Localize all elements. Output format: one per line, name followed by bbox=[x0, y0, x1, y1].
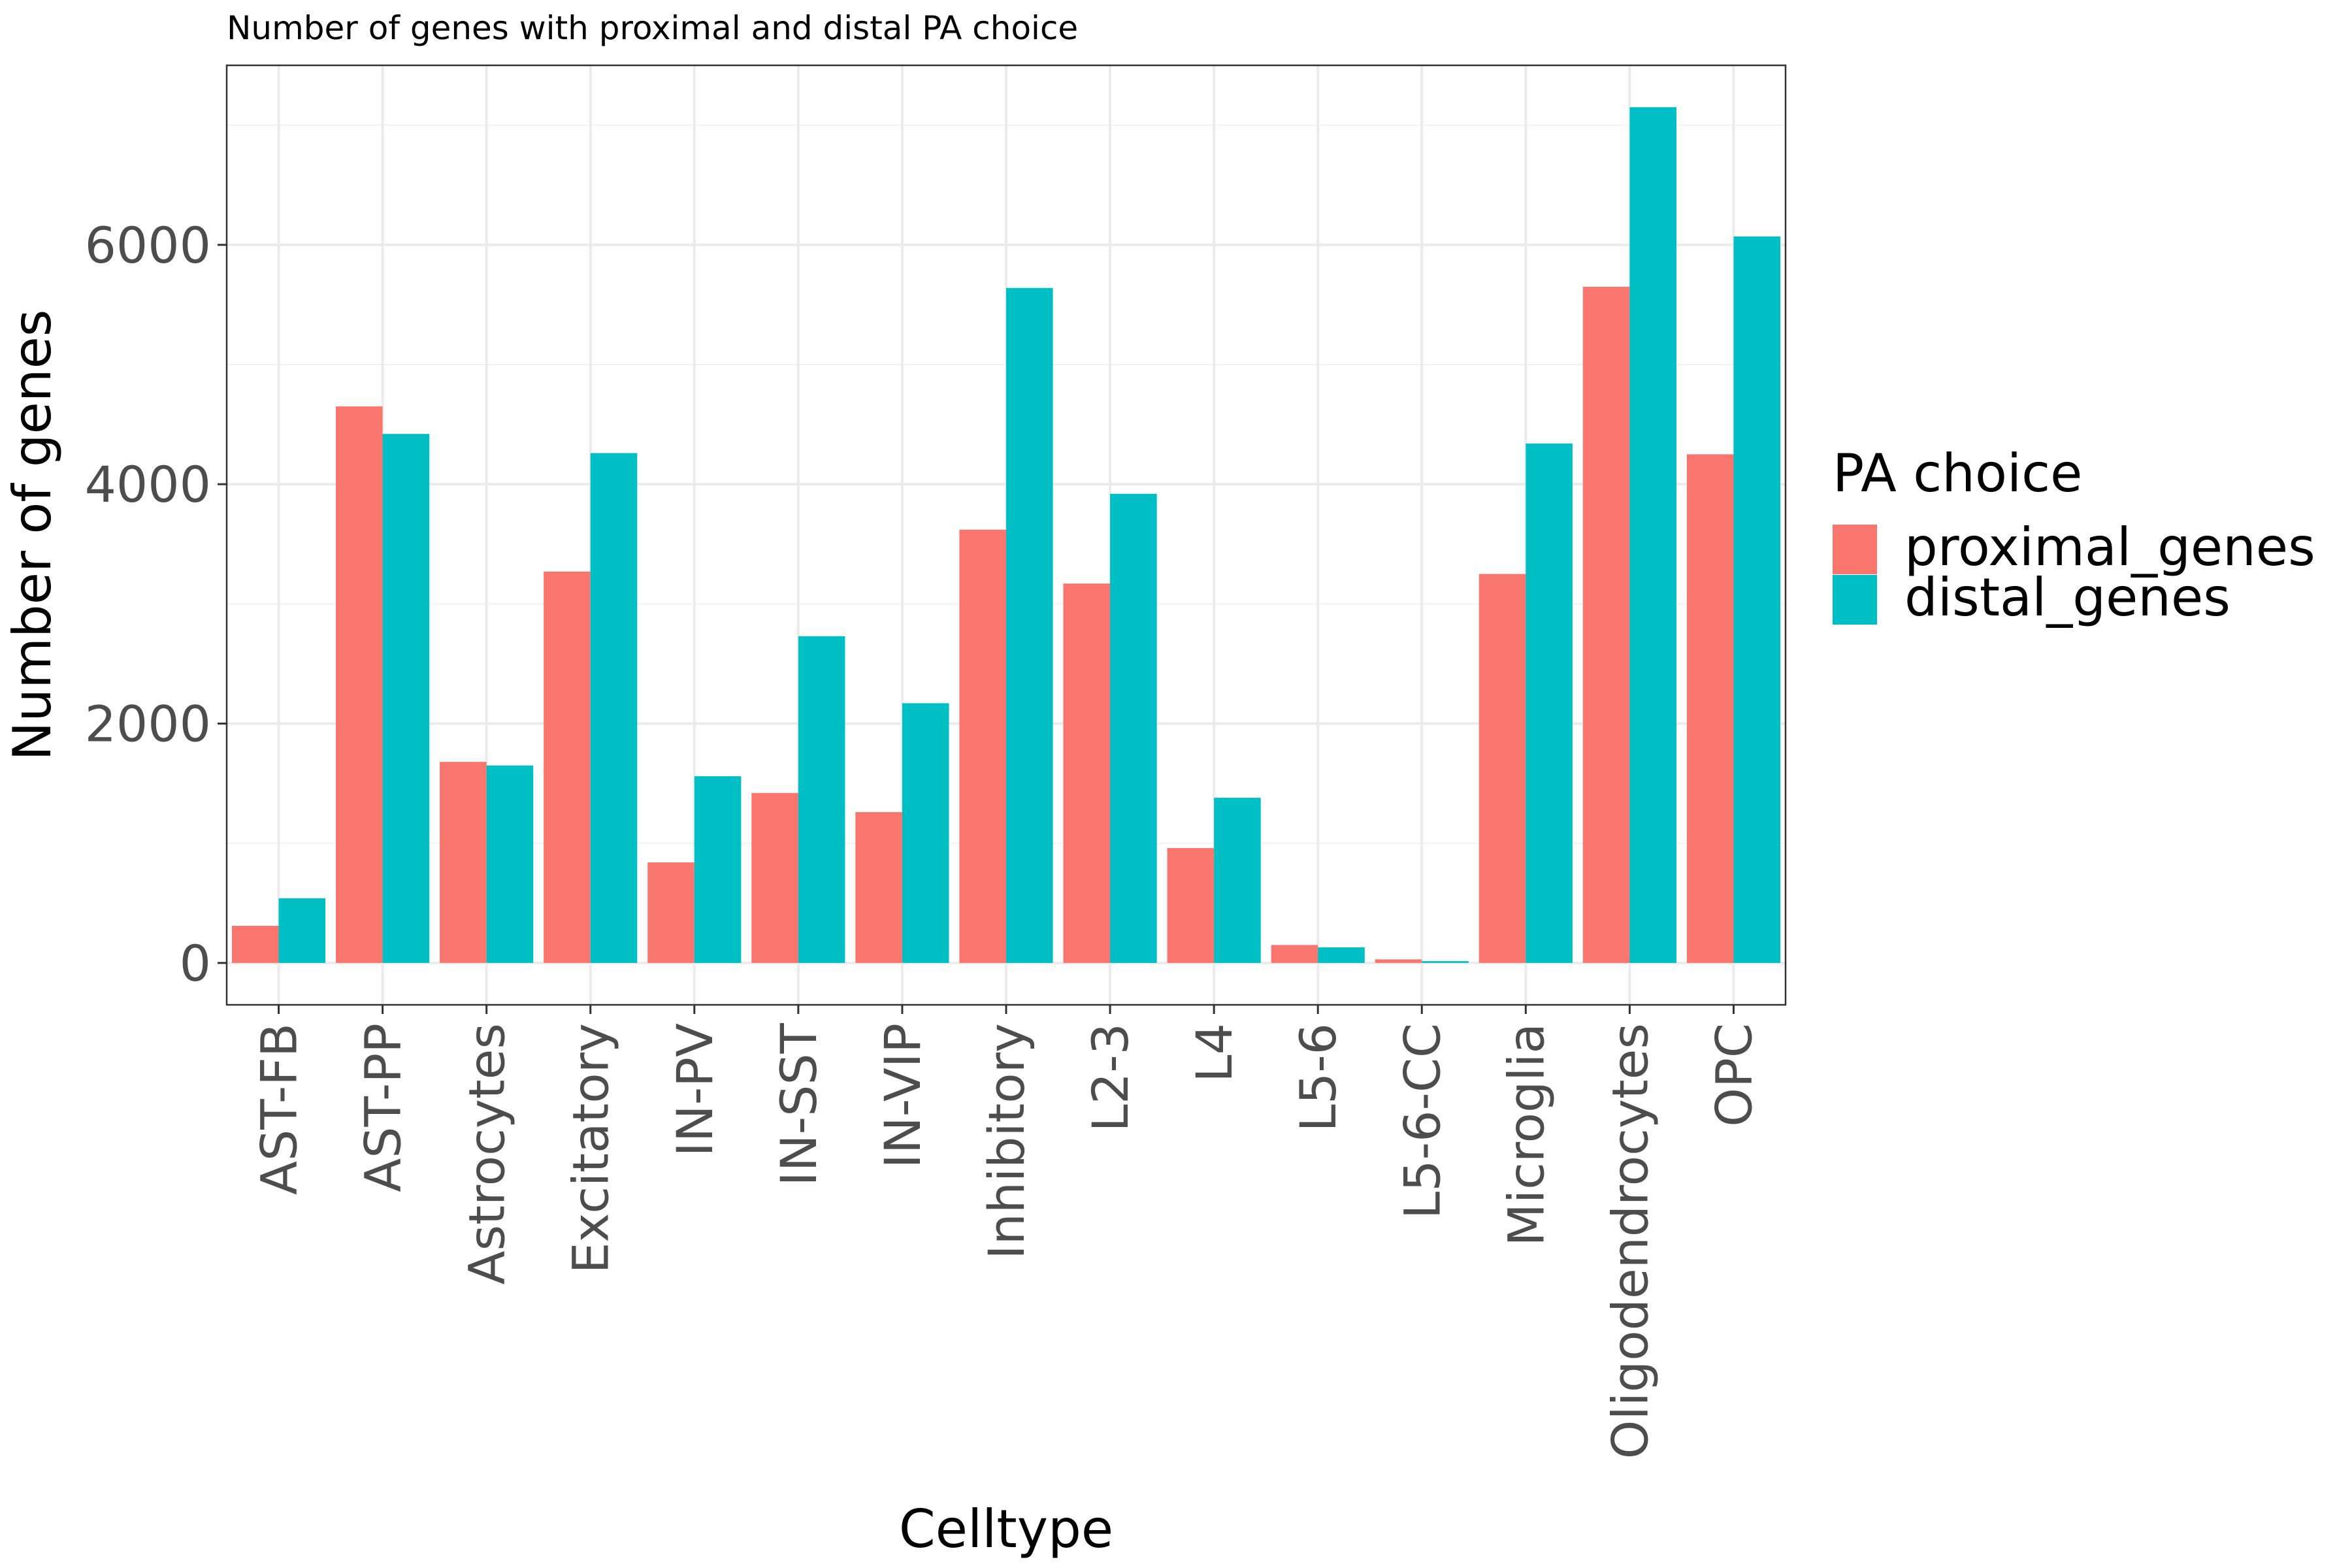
x-tick-label: IN-SST bbox=[770, 1022, 828, 1186]
y-axis-title: Number of genes bbox=[2, 310, 63, 761]
bar-distal_genes-Excitatory bbox=[590, 453, 638, 963]
bar-proximal_genes-IN-VIP bbox=[855, 812, 902, 963]
bar-proximal_genes-IN-SST bbox=[751, 792, 798, 963]
y-tick-label: 6000 bbox=[85, 216, 211, 274]
x-tick-label: AST-FB bbox=[250, 1023, 308, 1195]
chart-title: Number of genes with proximal and distal… bbox=[227, 9, 1078, 47]
bar-proximal_genes-AST-PP bbox=[336, 406, 383, 963]
x-tick-label: IN-PV bbox=[666, 1023, 724, 1157]
bar-proximal_genes-L5-6 bbox=[1271, 945, 1318, 963]
x-tick-label: Excitatory bbox=[562, 1023, 620, 1273]
legend-key-distal_genes bbox=[1833, 575, 1877, 625]
y-tick-label: 2000 bbox=[85, 695, 211, 753]
bar-distal_genes-Oligodendrocytes bbox=[1629, 107, 1676, 963]
bar-proximal_genes-AST-FB bbox=[231, 926, 279, 963]
bar-distal_genes-IN-VIP bbox=[902, 703, 949, 963]
x-tick-label: L5-6-CC bbox=[1393, 1023, 1451, 1219]
x-tick-label: Inhibitory bbox=[977, 1023, 1036, 1260]
bar-distal_genes-AST-FB bbox=[278, 898, 326, 963]
bar-distal_genes-Inhibitory bbox=[1006, 287, 1053, 963]
bar-proximal_genes-L5-6-CC bbox=[1375, 959, 1422, 963]
bar-proximal_genes-Excitatory bbox=[544, 571, 591, 963]
x-tick-label: L4 bbox=[1185, 1023, 1243, 1083]
bar-proximal_genes-Inhibitory bbox=[959, 529, 1006, 963]
bar-distal_genes-Microglia bbox=[1526, 443, 1573, 963]
bar-distal_genes-L2-3 bbox=[1110, 493, 1157, 963]
y-tick-label: 0 bbox=[180, 934, 211, 992]
bars bbox=[231, 107, 1781, 963]
x-tick-label: Astrocytes bbox=[458, 1023, 516, 1284]
bar-proximal_genes-Astrocytes bbox=[440, 762, 487, 963]
plot-area bbox=[225, 64, 1787, 1006]
bar-proximal_genes-Microglia bbox=[1478, 574, 1526, 963]
bar-proximal_genes-OPC bbox=[1686, 454, 1734, 963]
legend-title: PA choice bbox=[1833, 443, 2082, 504]
legend-key-proximal_genes bbox=[1833, 525, 1877, 574]
bar-distal_genes-IN-PV bbox=[694, 776, 742, 963]
bar-distal_genes-OPC bbox=[1733, 236, 1781, 963]
bar-distal_genes-Astrocytes bbox=[486, 765, 534, 963]
x-tick-label: Microglia bbox=[1497, 1023, 1555, 1247]
bar-distal_genes-IN-SST bbox=[798, 636, 845, 963]
bar-distal_genes-AST-PP bbox=[382, 434, 430, 963]
bar-proximal_genes-L2-3 bbox=[1063, 583, 1111, 963]
x-axis: AST-FB AST-PP Astrocytes Excitatory IN-PV IN-… bbox=[250, 1005, 1763, 1459]
legend-label-proximal_genes: proximal_genes bbox=[1904, 517, 2315, 578]
x-tick-label: L2-3 bbox=[1081, 1023, 1139, 1132]
bar-proximal_genes-Oligodendrocytes bbox=[1582, 286, 1630, 963]
x-tick-label: AST-PP bbox=[354, 1023, 412, 1192]
bar-distal_genes-L4 bbox=[1214, 798, 1261, 963]
x-tick-label: OPC bbox=[1705, 1023, 1763, 1127]
x-tick-label: L5-6 bbox=[1289, 1023, 1347, 1132]
legend-label-distal_genes: distal_genes bbox=[1904, 567, 2230, 628]
y-axis: 0 2000 4000 6000 bbox=[85, 216, 227, 992]
bar-distal_genes-L5-6-CC bbox=[1422, 961, 1469, 963]
bar-proximal_genes-IN-PV bbox=[647, 862, 694, 963]
x-tick-label: Oligodendrocytes bbox=[1601, 1023, 1659, 1459]
y-tick-label: 4000 bbox=[85, 455, 211, 514]
bar-distal_genes-L5-6 bbox=[1318, 947, 1365, 963]
x-tick-label: IN-VIP bbox=[874, 1023, 932, 1168]
bar-proximal_genes-L4 bbox=[1167, 848, 1215, 963]
x-axis-title: Celltype bbox=[899, 1499, 1113, 1560]
